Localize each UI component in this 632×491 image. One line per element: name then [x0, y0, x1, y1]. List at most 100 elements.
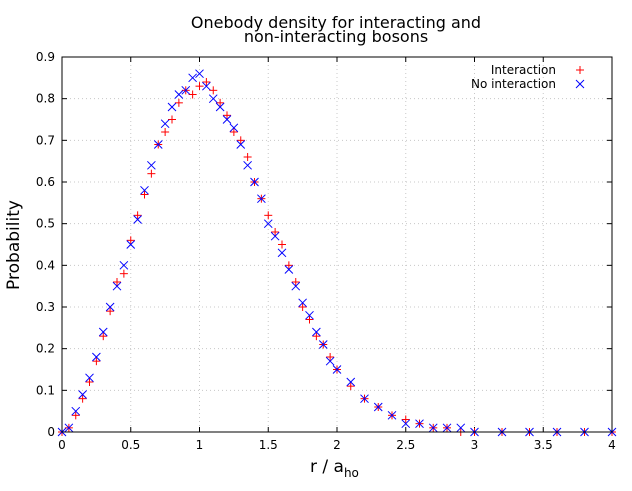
interaction-point [188, 90, 197, 99]
no-interaction-point [263, 219, 273, 229]
legend-marker-symbol [576, 66, 584, 74]
x-tick-label: 1.5 [259, 438, 278, 452]
no-interaction-point [257, 194, 266, 204]
no-interaction-point [277, 248, 287, 258]
no-interaction-point [160, 119, 170, 129]
no-interaction-point [250, 177, 259, 187]
y-tick-label: 0.7 [36, 133, 55, 147]
interaction-point [92, 357, 101, 366]
interaction-point [264, 211, 273, 220]
y-tick-label: 0.6 [36, 175, 55, 189]
no-interaction-point [147, 160, 156, 170]
chart-title-line-1: Onebody density for interacting and [191, 13, 481, 32]
interaction-point [209, 86, 218, 95]
no-interaction-point [119, 260, 129, 270]
no-interaction-point [456, 423, 466, 433]
no-interaction-point [318, 340, 328, 349]
interaction-point [229, 128, 238, 136]
interaction-point [174, 98, 183, 107]
no-interaction-point [442, 423, 452, 433]
interaction-point [305, 315, 314, 324]
no-interaction-point [202, 81, 211, 91]
x-tick-label: 3 [471, 438, 479, 452]
no-interaction-point [181, 85, 191, 95]
legend-label-no-interaction: No interaction [471, 77, 556, 91]
x-tick-label: 0 [58, 438, 66, 452]
interaction-point [326, 353, 335, 361]
x-tick-label: 2.5 [396, 438, 415, 452]
interaction-point [78, 394, 87, 403]
no-interaction-point [298, 298, 307, 308]
no-interaction-point [387, 410, 397, 420]
no-interaction-point [208, 94, 218, 104]
no-interaction-point [291, 281, 301, 291]
no-interaction-point [415, 419, 424, 429]
y-tick-label: 0.5 [36, 217, 55, 231]
no-interaction-point [195, 69, 204, 79]
no-interaction-point [270, 231, 280, 241]
interaction-point [119, 269, 128, 278]
y-tick-label: 0 [47, 425, 55, 439]
x-tick-label: 2 [333, 438, 341, 452]
interaction-point [216, 98, 225, 107]
no-interaction-point [64, 423, 74, 433]
interaction-point [243, 153, 252, 161]
no-interaction-point [98, 327, 108, 337]
interaction-point [312, 332, 321, 341]
x-tick-label: 0.5 [121, 438, 140, 452]
no-interaction-point [140, 185, 149, 195]
interaction-point [126, 236, 135, 245]
legend-marker-symbol [575, 79, 585, 89]
no-interaction-point [153, 140, 163, 149]
no-interaction-point [284, 265, 294, 274]
no-interaction-point [105, 302, 115, 312]
chart-title-line-2: non-interacting bosons [244, 27, 428, 46]
no-interaction-point [346, 377, 356, 387]
no-interaction-point [78, 390, 87, 399]
interaction-point [401, 415, 410, 424]
no-interaction-point [222, 115, 232, 124]
axis-ticks: 0 0.5 1 1.5 2 2.5 3 3.5 4 0 0.1 0.2 0.3 0.4 0.5 0.6 0.7 0… [36, 50, 616, 452]
interaction-point [271, 228, 280, 236]
interaction-point [161, 128, 170, 136]
interaction-point [284, 261, 293, 270]
no-interaction-point [188, 73, 197, 83]
x-axis-label-subscript: ho [344, 466, 359, 480]
interaction-point [85, 378, 94, 386]
no-interaction-point [243, 160, 252, 170]
x-tick-label: 4 [608, 438, 616, 452]
interaction-point [140, 190, 149, 199]
no-interaction-point [332, 365, 342, 374]
interaction-point [99, 332, 108, 341]
interaction-point [133, 211, 142, 220]
legend-label-interaction: Interaction [491, 63, 556, 77]
legend: Interaction No interaction [471, 63, 585, 91]
no-interaction-point [215, 102, 225, 112]
no-interaction-point [305, 310, 314, 320]
no-interaction-point [126, 240, 136, 249]
legend-marker-interaction [576, 66, 584, 74]
no-interaction-point [236, 140, 246, 149]
interaction-point [202, 78, 211, 86]
x-axis-label-main: r / a [310, 457, 344, 477]
no-interaction-point [174, 90, 184, 99]
interaction-point [195, 82, 204, 91]
y-tick-label: 0.2 [36, 342, 55, 356]
no-interaction-point [112, 281, 122, 291]
y-tick-label: 0.3 [36, 300, 55, 314]
interaction-point [223, 111, 231, 120]
interaction-point [291, 278, 300, 286]
interaction-point [71, 411, 80, 420]
no-interaction-point [229, 123, 239, 133]
no-interaction-point [92, 352, 101, 362]
interaction-point [106, 307, 115, 316]
x-axis-label: r / aho [310, 457, 359, 480]
interaction-point [113, 278, 121, 286]
y-tick-label: 0.1 [36, 383, 55, 397]
y-tick-label: 0.9 [36, 50, 55, 64]
interaction-point [346, 382, 355, 391]
no-interaction-point [133, 215, 142, 224]
no-interaction-point [71, 406, 81, 416]
interaction-point [236, 136, 245, 145]
